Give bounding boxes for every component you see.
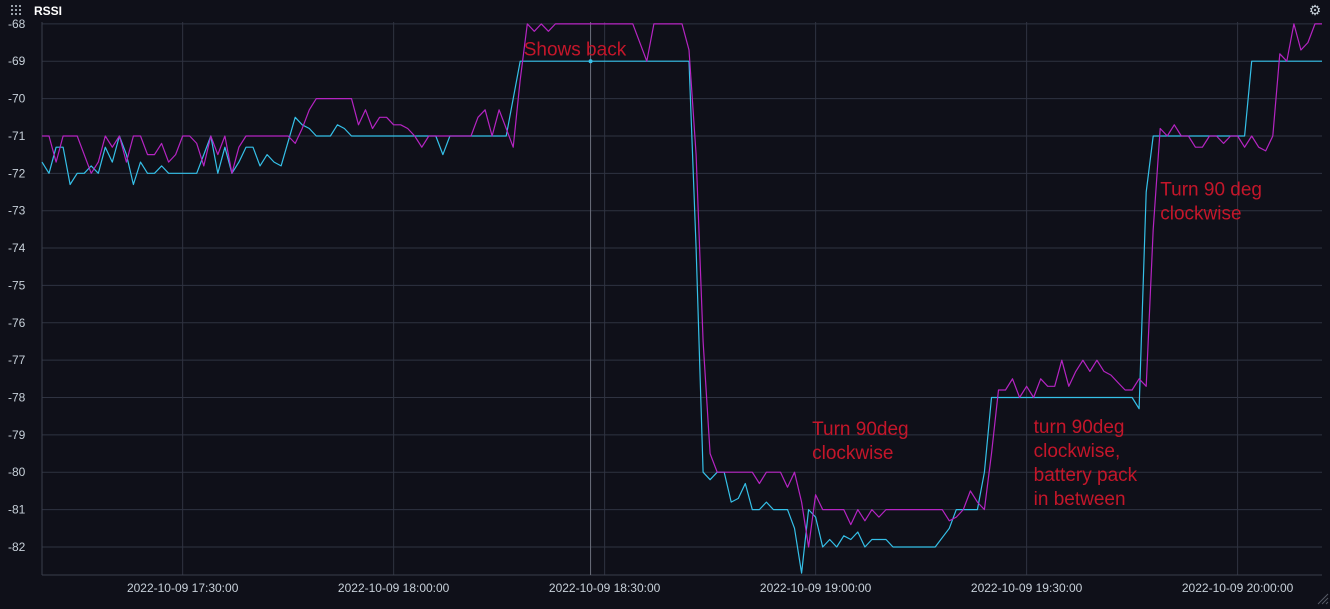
y-tick-label: -70 — [8, 92, 26, 106]
series-lines — [41, 23, 1322, 574]
annotation-text: Turn 90deg clockwise — [812, 419, 908, 464]
y-tick-label: -75 — [8, 278, 26, 292]
panel-title[interactable]: RSSI — [34, 4, 63, 18]
y-tick-label: -68 — [8, 17, 26, 31]
x-tick-label: 2022-10-09 18:00:00 — [338, 581, 450, 595]
x-tick-label: 2022-10-09 20:00:00 — [1182, 581, 1294, 595]
y-axis-ticks: -68 -69 -70 -71 -72 -73 -74 -75 -76 -77 -78 -79 -80 -… — [8, 17, 26, 554]
resize-handle-icon[interactable] — [1317, 593, 1329, 605]
annotation-line: Shows back — [524, 40, 627, 61]
series-line-2 — [42, 23, 1322, 548]
grid-dots-icon[interactable] — [11, 5, 23, 17]
annotation-text: Turn 90 deg clockwise — [1160, 180, 1262, 225]
annotation-line: Turn 90 deg — [1160, 180, 1262, 201]
y-tick-label: -72 — [8, 166, 26, 180]
annotation-line: turn 90deg — [1034, 417, 1125, 438]
panel-header: RSSI ⚙ — [0, 0, 1330, 22]
x-tick-label: 2022-10-09 19:00:00 — [760, 581, 872, 595]
gear-icon[interactable]: ⚙ — [1308, 2, 1322, 18]
y-tick-label: -76 — [8, 316, 26, 330]
series-line-1 — [41, 60, 1322, 574]
y-tick-label: -77 — [8, 353, 26, 367]
annotation-line: clockwise, — [1034, 441, 1121, 462]
y-tick-label: -78 — [8, 391, 26, 405]
annotation-line: clockwise — [1160, 204, 1241, 225]
annotation-line: Turn 90deg — [812, 419, 908, 440]
annotation-line: in between — [1034, 489, 1126, 510]
y-tick-label: -71 — [8, 129, 26, 143]
x-tick-label: 2022-10-09 19:30:00 — [971, 581, 1083, 595]
x-tick-label: 2022-10-09 18:30:00 — [549, 581, 661, 595]
y-tick-label: -69 — [8, 54, 26, 68]
y-tick-label: -80 — [8, 465, 26, 479]
annotation-line: battery pack — [1034, 465, 1138, 486]
y-tick-label: -79 — [8, 428, 26, 442]
annotations: Shows back Turn 90deg clockwise turn 90deg c… — [524, 40, 1262, 510]
y-tick-label: -82 — [8, 540, 26, 554]
annotation-text: Shows back — [524, 40, 627, 61]
annotation-line: clockwise — [812, 443, 893, 464]
x-tick-label: 2022-10-09 17:30:00 — [127, 581, 239, 595]
y-tick-label: -74 — [8, 241, 26, 255]
y-tick-label: -81 — [8, 503, 26, 517]
y-tick-label: -73 — [8, 204, 26, 218]
annotation-text: turn 90deg clockwise, battery pack in betwe… — [1034, 417, 1138, 510]
hover-point — [588, 59, 593, 64]
x-axis-ticks: 2022-10-09 17:30:00 2022-10-09 18:00:00 20… — [127, 581, 1294, 595]
grid-lines — [41, 22, 1322, 576]
